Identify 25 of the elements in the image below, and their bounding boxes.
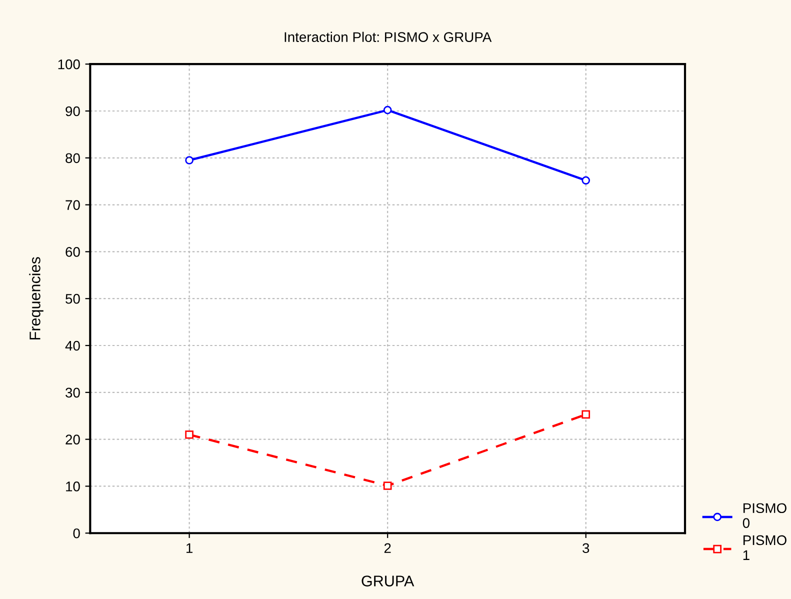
- y-tick-label: 20: [66, 434, 80, 444]
- point: [185, 430, 194, 439]
- y-axis-title: Frequencies: [29, 257, 44, 340]
- legend-label: PISMO 1: [743, 535, 786, 560]
- y-tick-label: 40: [65, 340, 80, 351]
- y-tick-label: 50: [66, 294, 80, 304]
- x-tick-label: 3: [582, 543, 590, 554]
- point: [582, 410, 590, 419]
- point: [582, 176, 590, 185]
- point: [185, 156, 194, 164]
- y-tick-label: 0: [73, 528, 80, 538]
- y-tick-label: 70: [66, 200, 80, 210]
- y-tick-label: 90: [66, 106, 80, 116]
- chart-title: Interaction Plot: PISMO x GRUPA: [284, 32, 492, 42]
- y-tick-label: 30: [66, 388, 80, 398]
- y-tick-label: 80: [66, 153, 80, 164]
- x-axis-title: GRUPA: [362, 576, 414, 586]
- point: [383, 482, 392, 490]
- x-tick-label: 1: [186, 543, 192, 553]
- legend-label: PISMO 0: [742, 503, 786, 528]
- x-tick-label: 2: [384, 543, 391, 553]
- point: [383, 106, 392, 114]
- y-tick-label: 10: [66, 482, 80, 492]
- y-tick-label: 60: [66, 247, 80, 257]
- y-tick-label: 100: [58, 59, 80, 70]
